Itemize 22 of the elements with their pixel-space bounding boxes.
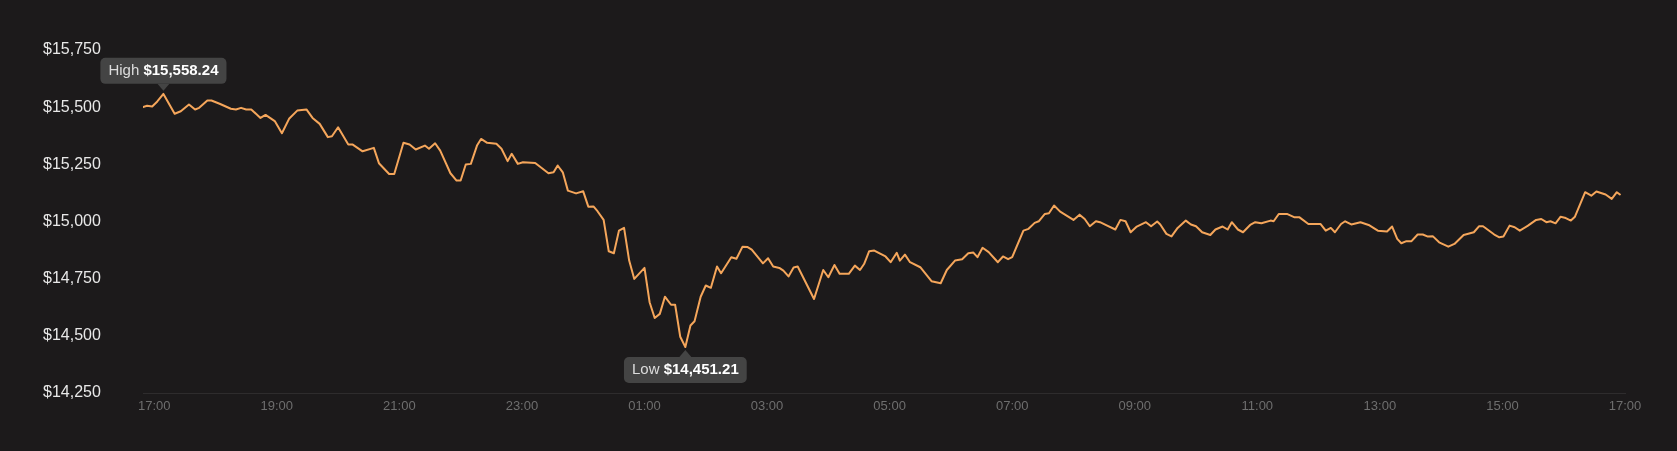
x-tick-label: 07:00 [995,398,1029,414]
y-tick-label: $14,250 [43,383,101,401]
x-tick-label: 23:00 [505,398,539,414]
x-tick-label: 21:00 [383,398,416,414]
x-tick-label: 19:00 [260,398,294,414]
y-tick-label: $14,750 [43,269,101,287]
x-tick-label: 17:00 [137,398,171,414]
y-tick-label: $15,500 [43,97,101,115]
x-tick-label: 03:00 [750,398,784,414]
x-tick-label: 13:00 [1363,398,1397,414]
x-tick-label: 05:00 [873,398,906,414]
y-tick-label: $14,500 [43,326,101,344]
x-tick-label: 15:00 [1486,398,1519,414]
annotation: Low $14,451.21 [631,360,739,378]
y-tick-label: $15,000 [43,211,101,229]
x-tick-label: 01:00 [628,398,661,414]
annotation: High $15,558.24 [108,60,220,78]
y-tick-label: $15,750 [43,40,101,58]
x-tick-label: 17:00 [1608,398,1642,414]
x-tick-label: 11:00 [1241,398,1274,414]
y-tick-label: $15,250 [43,154,101,172]
x-tick-label: 09:00 [1118,398,1152,414]
